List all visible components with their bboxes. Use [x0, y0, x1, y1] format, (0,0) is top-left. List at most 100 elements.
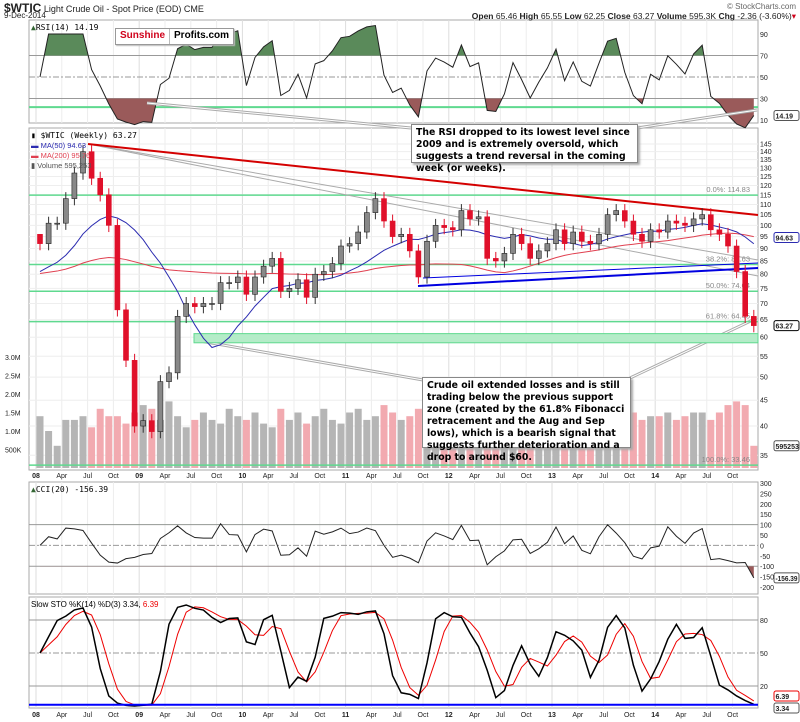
price-tick-label: 40	[760, 424, 768, 431]
rsi-callout-leader-right-inner	[636, 109, 758, 129]
volume-bar	[268, 427, 276, 468]
price-candle	[458, 204, 465, 237]
candle-body	[183, 303, 189, 317]
x-tick-label: 12	[445, 712, 453, 719]
price-candle	[192, 297, 198, 314]
candle-body	[733, 245, 740, 272]
candle-body	[707, 214, 714, 231]
price-candle	[725, 227, 731, 253]
cci-tick-label: 200	[760, 502, 772, 509]
volume-bar	[647, 416, 655, 468]
candle-body	[458, 210, 465, 231]
sto-tick-label: 80	[760, 618, 768, 625]
volume-bar	[354, 408, 362, 468]
candle-body	[484, 216, 491, 259]
price-candle	[484, 210, 491, 266]
price-candle	[114, 218, 121, 317]
volume-tick-label: 2.0M	[5, 392, 21, 399]
price-candle	[733, 239, 740, 279]
x-tick-label: Apr	[676, 712, 688, 719]
volume-bar	[45, 431, 53, 468]
price-candle	[45, 216, 52, 251]
x-tick-label: Oct	[727, 712, 738, 719]
sto-k-tag: 3.34	[773, 702, 800, 714]
candle-body	[544, 243, 551, 252]
candle-body	[527, 243, 534, 259]
volume-bar	[88, 427, 96, 468]
volume-bar	[638, 419, 646, 468]
x-tick-label: Apr	[263, 473, 275, 480]
x-tick-label: Apr	[572, 473, 584, 480]
price-candle	[123, 303, 129, 367]
x-tick-label: 08	[32, 712, 40, 719]
support-zone	[193, 333, 759, 344]
price-callout-leader-left-inner	[199, 340, 424, 381]
price-candle	[381, 192, 387, 228]
candle-body	[510, 234, 516, 254]
candle-body	[166, 372, 172, 382]
candle-body	[467, 210, 473, 220]
rsi-callout-leader-left-inner	[146, 102, 412, 129]
price-tick-label: 120	[760, 183, 772, 190]
sto-k-tag-box	[773, 702, 800, 714]
ma200-line	[39, 232, 754, 276]
trend-line-grey	[87, 143, 759, 277]
price-candle	[621, 204, 628, 228]
candle-body	[492, 258, 499, 262]
price-candle	[217, 276, 224, 311]
price-candle	[647, 223, 654, 248]
volume-bar	[242, 419, 250, 468]
trend-line-grey	[87, 143, 759, 261]
candle-body	[587, 240, 594, 244]
candle-body	[578, 231, 585, 242]
volume-tick-label: 1.0M	[5, 429, 21, 436]
ma200-legend: ▬ MA(200) 95.76	[31, 151, 91, 160]
candle-body	[553, 229, 559, 244]
candle-body	[114, 225, 121, 311]
x-tick-label: Apr	[469, 473, 481, 480]
price-tick-label: 140	[760, 149, 772, 156]
x-tick-label: 13	[548, 712, 556, 719]
x-tick-label: Oct	[211, 473, 222, 480]
price-candle	[243, 270, 250, 301]
candle-body	[725, 234, 731, 247]
candle-body	[501, 253, 508, 262]
candle-body	[252, 276, 258, 295]
price-candle	[97, 171, 103, 202]
x-tick-label: 09	[135, 712, 143, 719]
close-tag-text: 63.27	[776, 324, 794, 331]
price-candle	[209, 297, 215, 311]
instrument-name: Light Crude Oil - Spot Price (EOD)	[43, 4, 182, 14]
price-candle	[71, 166, 78, 206]
open-value: 65.46	[495, 11, 518, 21]
volume-bar	[681, 416, 689, 468]
candle-body	[596, 234, 602, 244]
cci-tick-label: 300	[760, 481, 772, 488]
cci-tick-label: -100	[760, 564, 774, 571]
close-tag-box	[773, 320, 800, 332]
volume-tick-label: 2.5M	[5, 374, 21, 381]
symbol: $WTIC	[4, 1, 42, 15]
sunshine-profits-logo[interactable]: Sunshine Profits.com	[115, 28, 235, 45]
x-tick-label: Apr	[366, 712, 378, 719]
volume-bar	[311, 416, 319, 468]
x-tick-label: Jul	[599, 473, 608, 480]
volume-bar	[724, 405, 732, 468]
sto-tick-label: 20	[760, 684, 768, 691]
candle-icon: ▮	[31, 131, 36, 140]
rsi-tick-label: 90	[760, 32, 768, 39]
candle-body	[406, 234, 413, 252]
x-tick-label: 08	[32, 473, 40, 480]
price-candle	[578, 225, 585, 248]
candle-body	[750, 316, 757, 326]
x-tick-label: 10	[239, 473, 247, 480]
chart-title: $WTIC Light Crude Oil - Spot Price (EOD)…	[4, 1, 204, 15]
volume-bar	[62, 419, 70, 468]
price-candle	[707, 208, 714, 237]
price-candle	[673, 214, 680, 230]
price-candle	[54, 216, 61, 230]
price-candle	[363, 206, 370, 239]
price-tick-label: 130	[760, 165, 772, 172]
price-tick-label: 125	[760, 174, 772, 181]
